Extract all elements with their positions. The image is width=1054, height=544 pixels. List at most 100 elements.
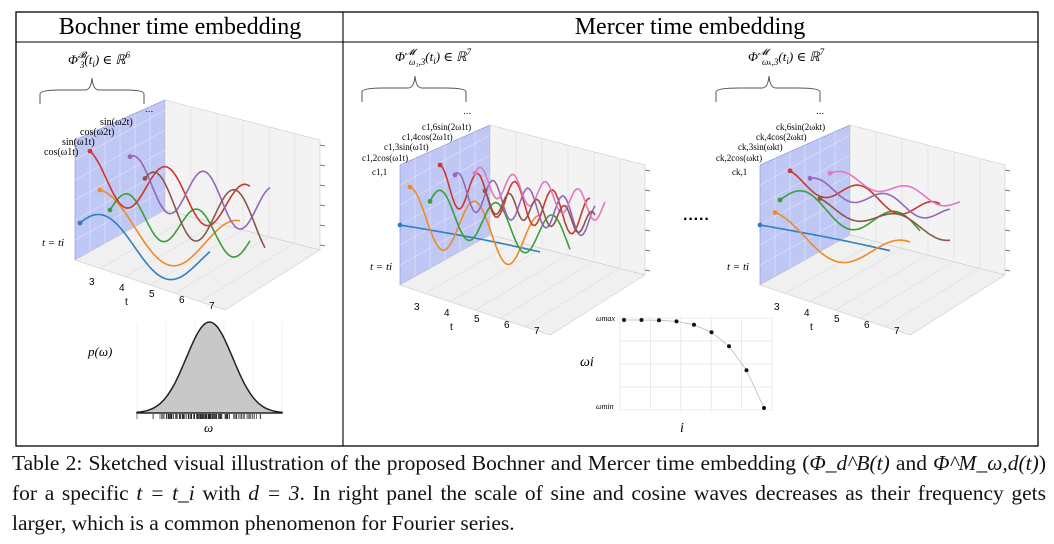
floor-grid	[524, 268, 620, 327]
wave-marker	[437, 162, 443, 168]
freq-point	[692, 322, 696, 327]
plane-grid	[759, 134, 851, 186]
wave-wave_purple	[809, 177, 951, 219]
caption-and: and	[889, 451, 934, 475]
freq-ymin-label: ωmin	[596, 402, 614, 411]
caption-phi-mercer: Φ^M_ω,d(t)	[933, 451, 1039, 475]
t-tick-label: 6	[179, 295, 185, 306]
z-tick	[644, 189, 651, 192]
z-tick	[644, 169, 651, 172]
wave-label: ck,6sin(2ωkt)	[776, 122, 825, 132]
freq-point	[657, 318, 661, 323]
t-tick-label: 3	[414, 302, 420, 313]
wave-marker	[407, 184, 413, 190]
wave-label: c1,4cos(2ω1t)	[402, 132, 453, 142]
t-tick-label: 4	[804, 308, 810, 319]
freq-xlabel: i	[680, 421, 684, 436]
t-axis-label: t	[125, 297, 128, 308]
freq-point	[709, 330, 714, 335]
t-tick-label: 5	[149, 289, 155, 300]
wave-wave_pink	[474, 166, 606, 222]
svg-text:Φ𝓑3(ti) ∈ ℝ6: Φ𝓑 3(ti) ∈ ℝ6	[68, 50, 131, 70]
wave-marker	[777, 197, 783, 203]
z-tick	[644, 269, 651, 272]
plane-grid	[759, 194, 851, 246]
plane-grid	[74, 129, 166, 181]
frequency-decay-plot	[619, 317, 773, 411]
wave-label: sin(ω2t)	[100, 117, 133, 128]
freq-point	[639, 318, 644, 322]
floor-grid	[124, 223, 217, 277]
wave-marker	[787, 168, 793, 174]
floor-grid	[174, 236, 269, 294]
z-tick	[1004, 269, 1011, 272]
wave-wave_brown	[819, 197, 951, 242]
t-tick-label: 6	[864, 320, 870, 331]
floor-grid	[834, 254, 928, 311]
z-tick	[1004, 229, 1011, 232]
wave-label: c1,3sin(ω1t)	[384, 142, 429, 152]
wave-marker	[427, 199, 433, 204]
caption-t-eq: t = t_i	[136, 481, 195, 505]
wave-label: sin(ω1t)	[62, 137, 95, 148]
floor-grid	[149, 229, 243, 286]
t-tick-label: 6	[504, 320, 510, 331]
t-tick-label: 4	[444, 308, 450, 319]
bochner-wave-plot: 3 4 5 6 7 t	[74, 99, 326, 312]
freq-ymax-label: ωmax	[596, 314, 615, 323]
wave-marker	[482, 188, 488, 194]
mercerk-wave-labels: ck,6sin(2ωkt) ck,4cos(2ωkt) ck,3sin(ωkt)…	[716, 122, 825, 177]
wave-wave_orange	[99, 189, 241, 267]
plane-grid	[74, 189, 166, 241]
wave-wave_red	[439, 164, 591, 235]
wave-label: c1,1	[372, 167, 387, 177]
wave-label: ck,1	[732, 167, 747, 177]
wave-label: ck,2cos(ωkt)	[716, 153, 762, 163]
bochner-brace	[39, 77, 145, 104]
wave-label: ck,3sin(ωkt)	[738, 142, 783, 152]
t-axis-label: t	[450, 322, 453, 333]
z-tick	[319, 164, 326, 167]
plane-grid	[74, 149, 166, 201]
t-tick-label: 7	[534, 326, 540, 337]
freq-point	[622, 318, 626, 322]
wave-marker	[757, 222, 763, 228]
z-tick	[644, 209, 651, 212]
floor-grid	[499, 261, 594, 319]
plane-grid	[399, 174, 491, 226]
wave-marker	[772, 210, 778, 215]
wave-marker	[397, 222, 403, 228]
mercer1-brace	[361, 75, 467, 102]
caption-with: with	[194, 481, 249, 505]
z-tick	[319, 204, 326, 207]
floor-grid	[809, 248, 902, 302]
wave-wave_green	[429, 189, 571, 254]
caption-prefix: Table 2: Sketched visual illustration of…	[12, 451, 810, 475]
freq-point	[744, 368, 749, 373]
wave-wave_blue	[399, 224, 541, 253]
wave-marker	[817, 196, 823, 201]
bochner-ellipsis: ...	[145, 104, 153, 115]
between-plots-ellipsis: ·····	[683, 211, 710, 228]
mercer-omega1-wave-plot: 3 4 5 6 7 t	[397, 124, 651, 337]
wave-wave_pink	[829, 170, 961, 207]
mercerk-ti-label: t = ti	[727, 261, 749, 273]
wave-marker	[127, 154, 133, 160]
plane-grid	[399, 134, 491, 186]
bochner-wave-labels: sin(ω2t) cos(ω2t) sin(ω1t) cos(ω1t)	[44, 117, 133, 158]
z-tick	[319, 184, 326, 187]
mercerk-brace	[715, 75, 821, 102]
wave-wave_blue	[79, 213, 211, 281]
floor-grid	[784, 241, 876, 294]
floor-grid	[199, 243, 295, 302]
wave-marker	[807, 175, 813, 181]
right-panel-title: Mercer time embedding	[575, 14, 806, 40]
t-tick-label: 7	[894, 326, 900, 337]
density-ylabel: p(ω)	[87, 344, 112, 359]
caption-middle: ) for a specific	[12, 451, 1046, 505]
freq-point	[762, 406, 766, 410]
wave-wave_red	[789, 170, 941, 215]
